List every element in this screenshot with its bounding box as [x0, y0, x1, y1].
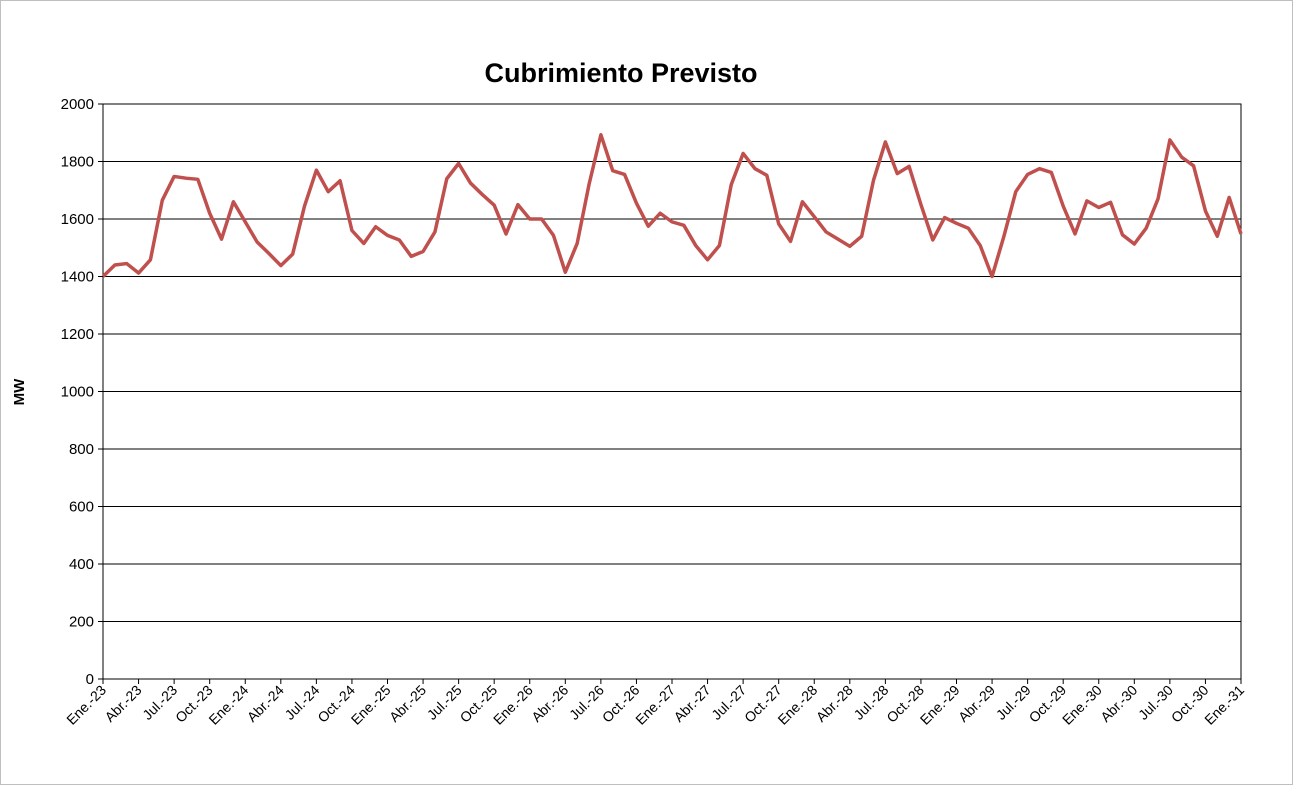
- y-tick-label: 1600: [61, 211, 94, 228]
- line-series: [101, 133, 1243, 279]
- y-tick-label: 600: [69, 499, 94, 516]
- y-tick-label: 1200: [61, 326, 94, 343]
- y-tick-label: 400: [69, 556, 94, 573]
- y-tick-label: 800: [69, 441, 94, 458]
- y-tick-label: 1000: [61, 384, 94, 401]
- y-tick-label: 200: [69, 614, 94, 631]
- y-tick-label: 1800: [61, 154, 94, 171]
- y-tick-label: 0: [86, 671, 94, 688]
- chart-title: Cubrimiento Previsto: [484, 58, 757, 88]
- y-axis-label: MW: [11, 378, 28, 405]
- y-tick-label: 2000: [61, 96, 94, 113]
- y-tick-label: 1400: [61, 269, 94, 286]
